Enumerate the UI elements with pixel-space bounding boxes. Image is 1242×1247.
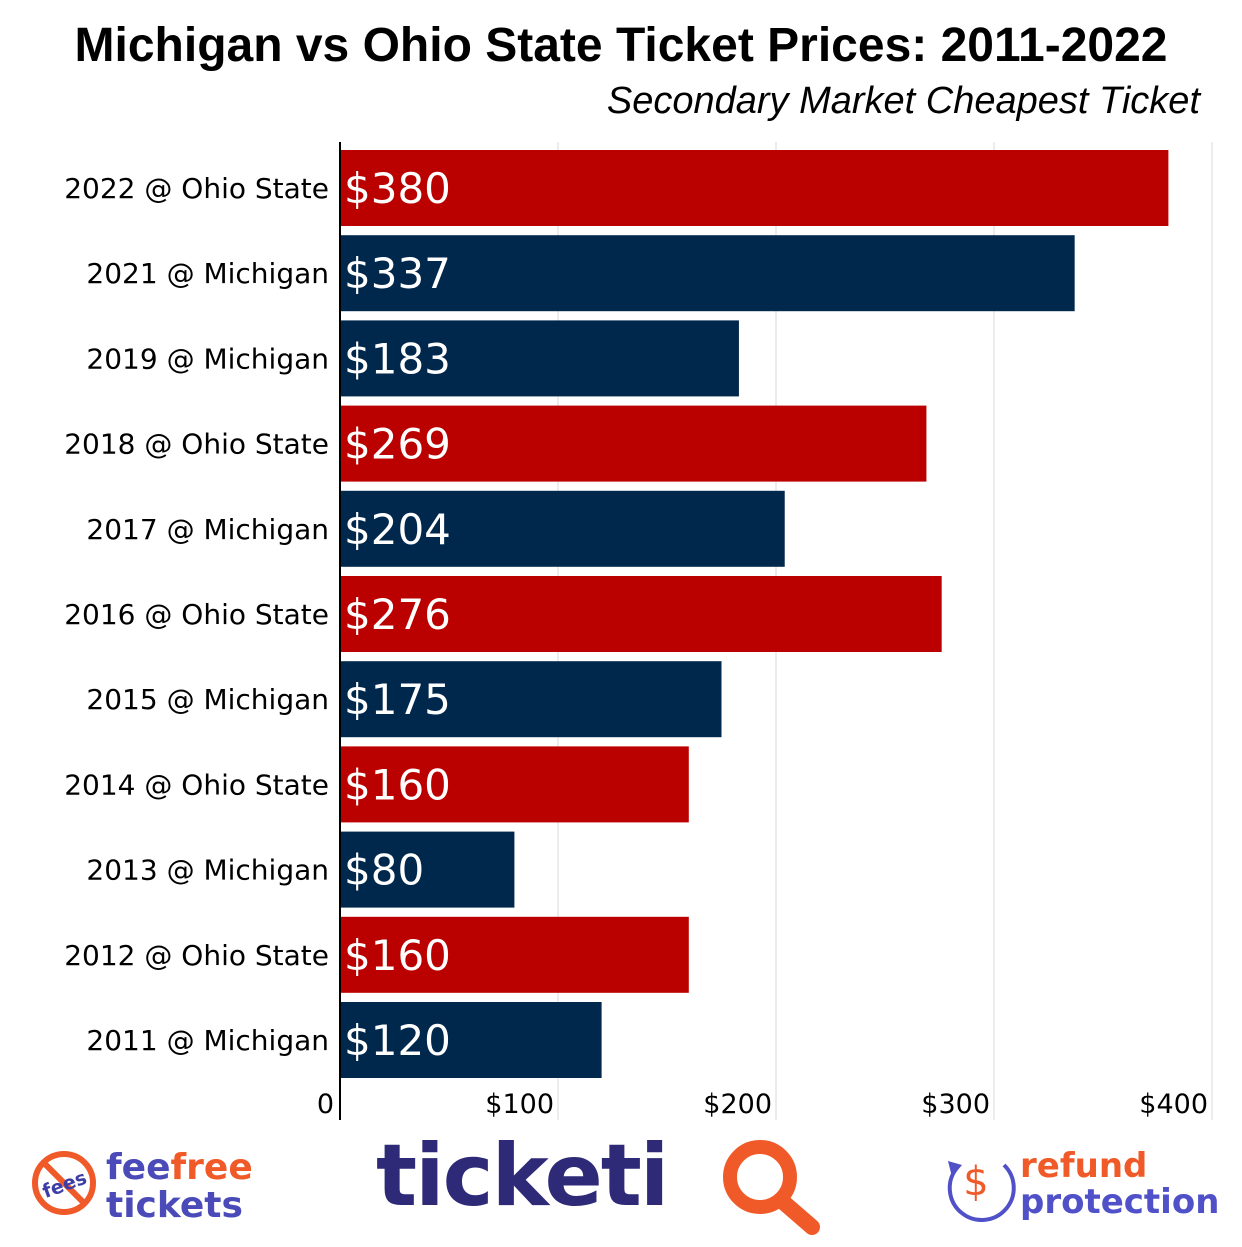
ticketiq-wordmark: ticketi	[376, 1126, 667, 1226]
x-tick-label-0: 0	[317, 1089, 334, 1120]
x-tick-label-200: $200	[703, 1089, 772, 1120]
refund-dollar-glyph: $	[963, 1159, 988, 1205]
ticketiq-logo[interactable]: ticketi Q	[376, 1126, 820, 1235]
refund-dollar-icon: $	[947, 1159, 1016, 1222]
feefree-text-tickets: tickets	[106, 1185, 243, 1226]
ticketiq-accent: Q	[760, 1184, 761, 1186]
category-label-2: 2019 @ Michigan	[86, 342, 329, 375]
category-label-10: 2011 @ Michigan	[86, 1024, 329, 1057]
bar-7	[340, 746, 689, 823]
bar-6	[340, 661, 722, 738]
svg-text:feefree: feefree	[106, 1147, 253, 1188]
bar-2	[340, 320, 739, 397]
category-label-1: 2021 @ Michigan	[86, 257, 329, 290]
no-fees-icon: fees	[32, 1151, 96, 1215]
x-tick-label-300: $300	[921, 1089, 990, 1120]
data-label-3: $269	[344, 420, 451, 469]
axes: 2022 @ Ohio State 2021 @ Michigan 2019 @ M…	[64, 142, 1208, 1120]
refund-text: refund	[1020, 1146, 1147, 1186]
data-label-7: $160	[344, 760, 451, 809]
category-label-9: 2012 @ Ohio State	[64, 939, 329, 972]
refund-protection-logo[interactable]: $ refund protection	[947, 1146, 1219, 1222]
data-label-9: $160	[344, 931, 451, 980]
magnifier-q-icon: Q	[723, 1140, 820, 1235]
bar-1	[340, 235, 1075, 312]
footer-logos: fees feefree tickets ticketi Q $ refund	[0, 1125, 1242, 1242]
data-label-6: $175	[344, 675, 451, 724]
data-label-8: $80	[344, 846, 424, 895]
chart-subtitle: Secondary Market Cheapest Ticket	[606, 80, 1200, 122]
data-label-5: $276	[344, 590, 451, 639]
category-label-6: 2015 @ Michigan	[86, 683, 329, 716]
feefree-tickets-logo[interactable]: fees feefree tickets	[32, 1147, 253, 1226]
x-tick-label-100: $100	[485, 1089, 554, 1120]
category-label-3: 2018 @ Ohio State	[64, 428, 329, 461]
bar-5	[340, 576, 942, 652]
feefree-text-free: free	[171, 1147, 253, 1188]
data-label-4: $204	[344, 505, 451, 554]
chart-title: Michigan vs Ohio State Ticket Prices: 20…	[74, 19, 1168, 72]
protection-text: protection	[1020, 1182, 1219, 1222]
data-label-1: $337	[344, 249, 451, 298]
data-label-2: $183	[344, 334, 451, 383]
category-label-4: 2017 @ Michigan	[86, 513, 329, 546]
feefree-text-fee: fee	[106, 1147, 171, 1188]
category-label-5: 2016 @ Ohio State	[64, 598, 329, 631]
bar-10	[340, 1002, 602, 1078]
bar-0	[340, 150, 1169, 226]
bars: $380 $337 $183 $269 $204 $276 $175 $160 $80 $160 $…	[340, 150, 1169, 1078]
bar-4	[340, 490, 785, 567]
category-label-0: 2022 @ Ohio State	[64, 172, 329, 205]
bar-9	[340, 916, 689, 993]
data-label-0: $380	[344, 164, 451, 213]
x-tick-label-400: $400	[1139, 1089, 1208, 1120]
category-label-8: 2013 @ Michigan	[86, 854, 329, 887]
bar-8	[340, 831, 515, 908]
bar-chart: $380 $337 $183 $269 $204 $276 $175 $160 $80 $160 $…	[64, 142, 1213, 1120]
category-label-7: 2014 @ Ohio State	[64, 768, 329, 801]
bar-3	[340, 405, 927, 482]
data-label-10: $120	[344, 1016, 451, 1065]
